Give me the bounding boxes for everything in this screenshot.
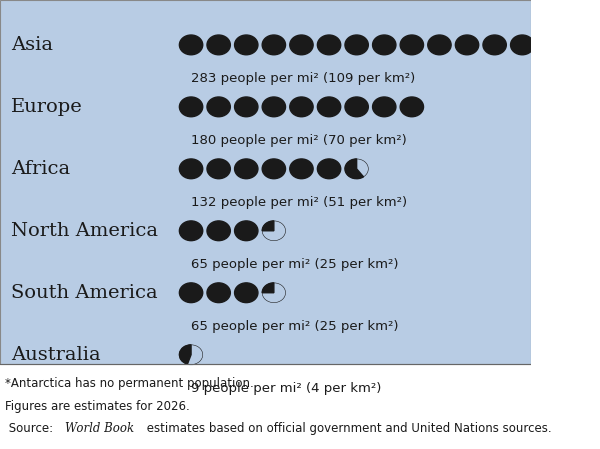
Circle shape — [207, 159, 230, 179]
Circle shape — [400, 97, 424, 117]
Text: *Antarctica has no permanent population.: *Antarctica has no permanent population. — [5, 377, 254, 390]
Text: World Book: World Book — [65, 422, 134, 435]
Text: Source:: Source: — [5, 422, 57, 435]
FancyBboxPatch shape — [0, 0, 531, 364]
Circle shape — [290, 35, 313, 55]
Circle shape — [179, 221, 203, 241]
Circle shape — [538, 35, 562, 55]
Circle shape — [483, 35, 506, 55]
Text: Europe: Europe — [11, 98, 82, 116]
Circle shape — [373, 97, 396, 117]
Wedge shape — [345, 159, 364, 179]
Text: Figures are estimates for 2026.: Figures are estimates for 2026. — [5, 400, 190, 413]
Circle shape — [179, 345, 203, 365]
Circle shape — [373, 35, 396, 55]
Circle shape — [235, 97, 258, 117]
Circle shape — [179, 35, 203, 55]
Circle shape — [207, 35, 230, 55]
Text: North America: North America — [11, 222, 158, 240]
Circle shape — [179, 159, 203, 179]
Wedge shape — [262, 221, 274, 231]
Circle shape — [235, 159, 258, 179]
Circle shape — [290, 97, 313, 117]
Wedge shape — [262, 283, 274, 293]
Circle shape — [428, 35, 451, 55]
Circle shape — [235, 35, 258, 55]
Circle shape — [400, 35, 424, 55]
Circle shape — [235, 221, 258, 241]
Circle shape — [262, 97, 286, 117]
Text: South America: South America — [11, 284, 157, 302]
Text: 132 people per mi² (51 per km²): 132 people per mi² (51 per km²) — [191, 196, 407, 209]
Circle shape — [262, 283, 286, 303]
Circle shape — [345, 159, 368, 179]
Text: 9 people per mi² (4 per km²): 9 people per mi² (4 per km²) — [191, 382, 382, 395]
Circle shape — [262, 221, 286, 241]
Circle shape — [566, 35, 589, 55]
Circle shape — [262, 35, 286, 55]
Text: 65 people per mi² (25 per km²): 65 people per mi² (25 per km²) — [191, 258, 398, 271]
Text: 65 people per mi² (25 per km²): 65 people per mi² (25 per km²) — [191, 320, 398, 333]
Circle shape — [235, 283, 258, 303]
Circle shape — [262, 159, 286, 179]
Circle shape — [455, 35, 479, 55]
Wedge shape — [568, 35, 577, 45]
Text: Africa: Africa — [11, 160, 70, 178]
Circle shape — [207, 97, 230, 117]
Text: 283 people per mi² (109 per km²): 283 people per mi² (109 per km²) — [191, 72, 415, 85]
Circle shape — [317, 159, 341, 179]
Circle shape — [179, 97, 203, 117]
Wedge shape — [179, 345, 191, 364]
Circle shape — [317, 97, 341, 117]
Circle shape — [317, 35, 341, 55]
Circle shape — [207, 283, 230, 303]
Text: estimates based on official government and United Nations sources.: estimates based on official government a… — [143, 422, 552, 435]
Text: Australia: Australia — [11, 346, 100, 364]
Circle shape — [207, 221, 230, 241]
Circle shape — [345, 35, 368, 55]
Circle shape — [345, 97, 368, 117]
Circle shape — [511, 35, 534, 55]
Circle shape — [290, 159, 313, 179]
Circle shape — [179, 283, 203, 303]
Text: 180 people per mi² (70 per km²): 180 people per mi² (70 per km²) — [191, 134, 407, 147]
Text: Asia: Asia — [11, 36, 53, 54]
